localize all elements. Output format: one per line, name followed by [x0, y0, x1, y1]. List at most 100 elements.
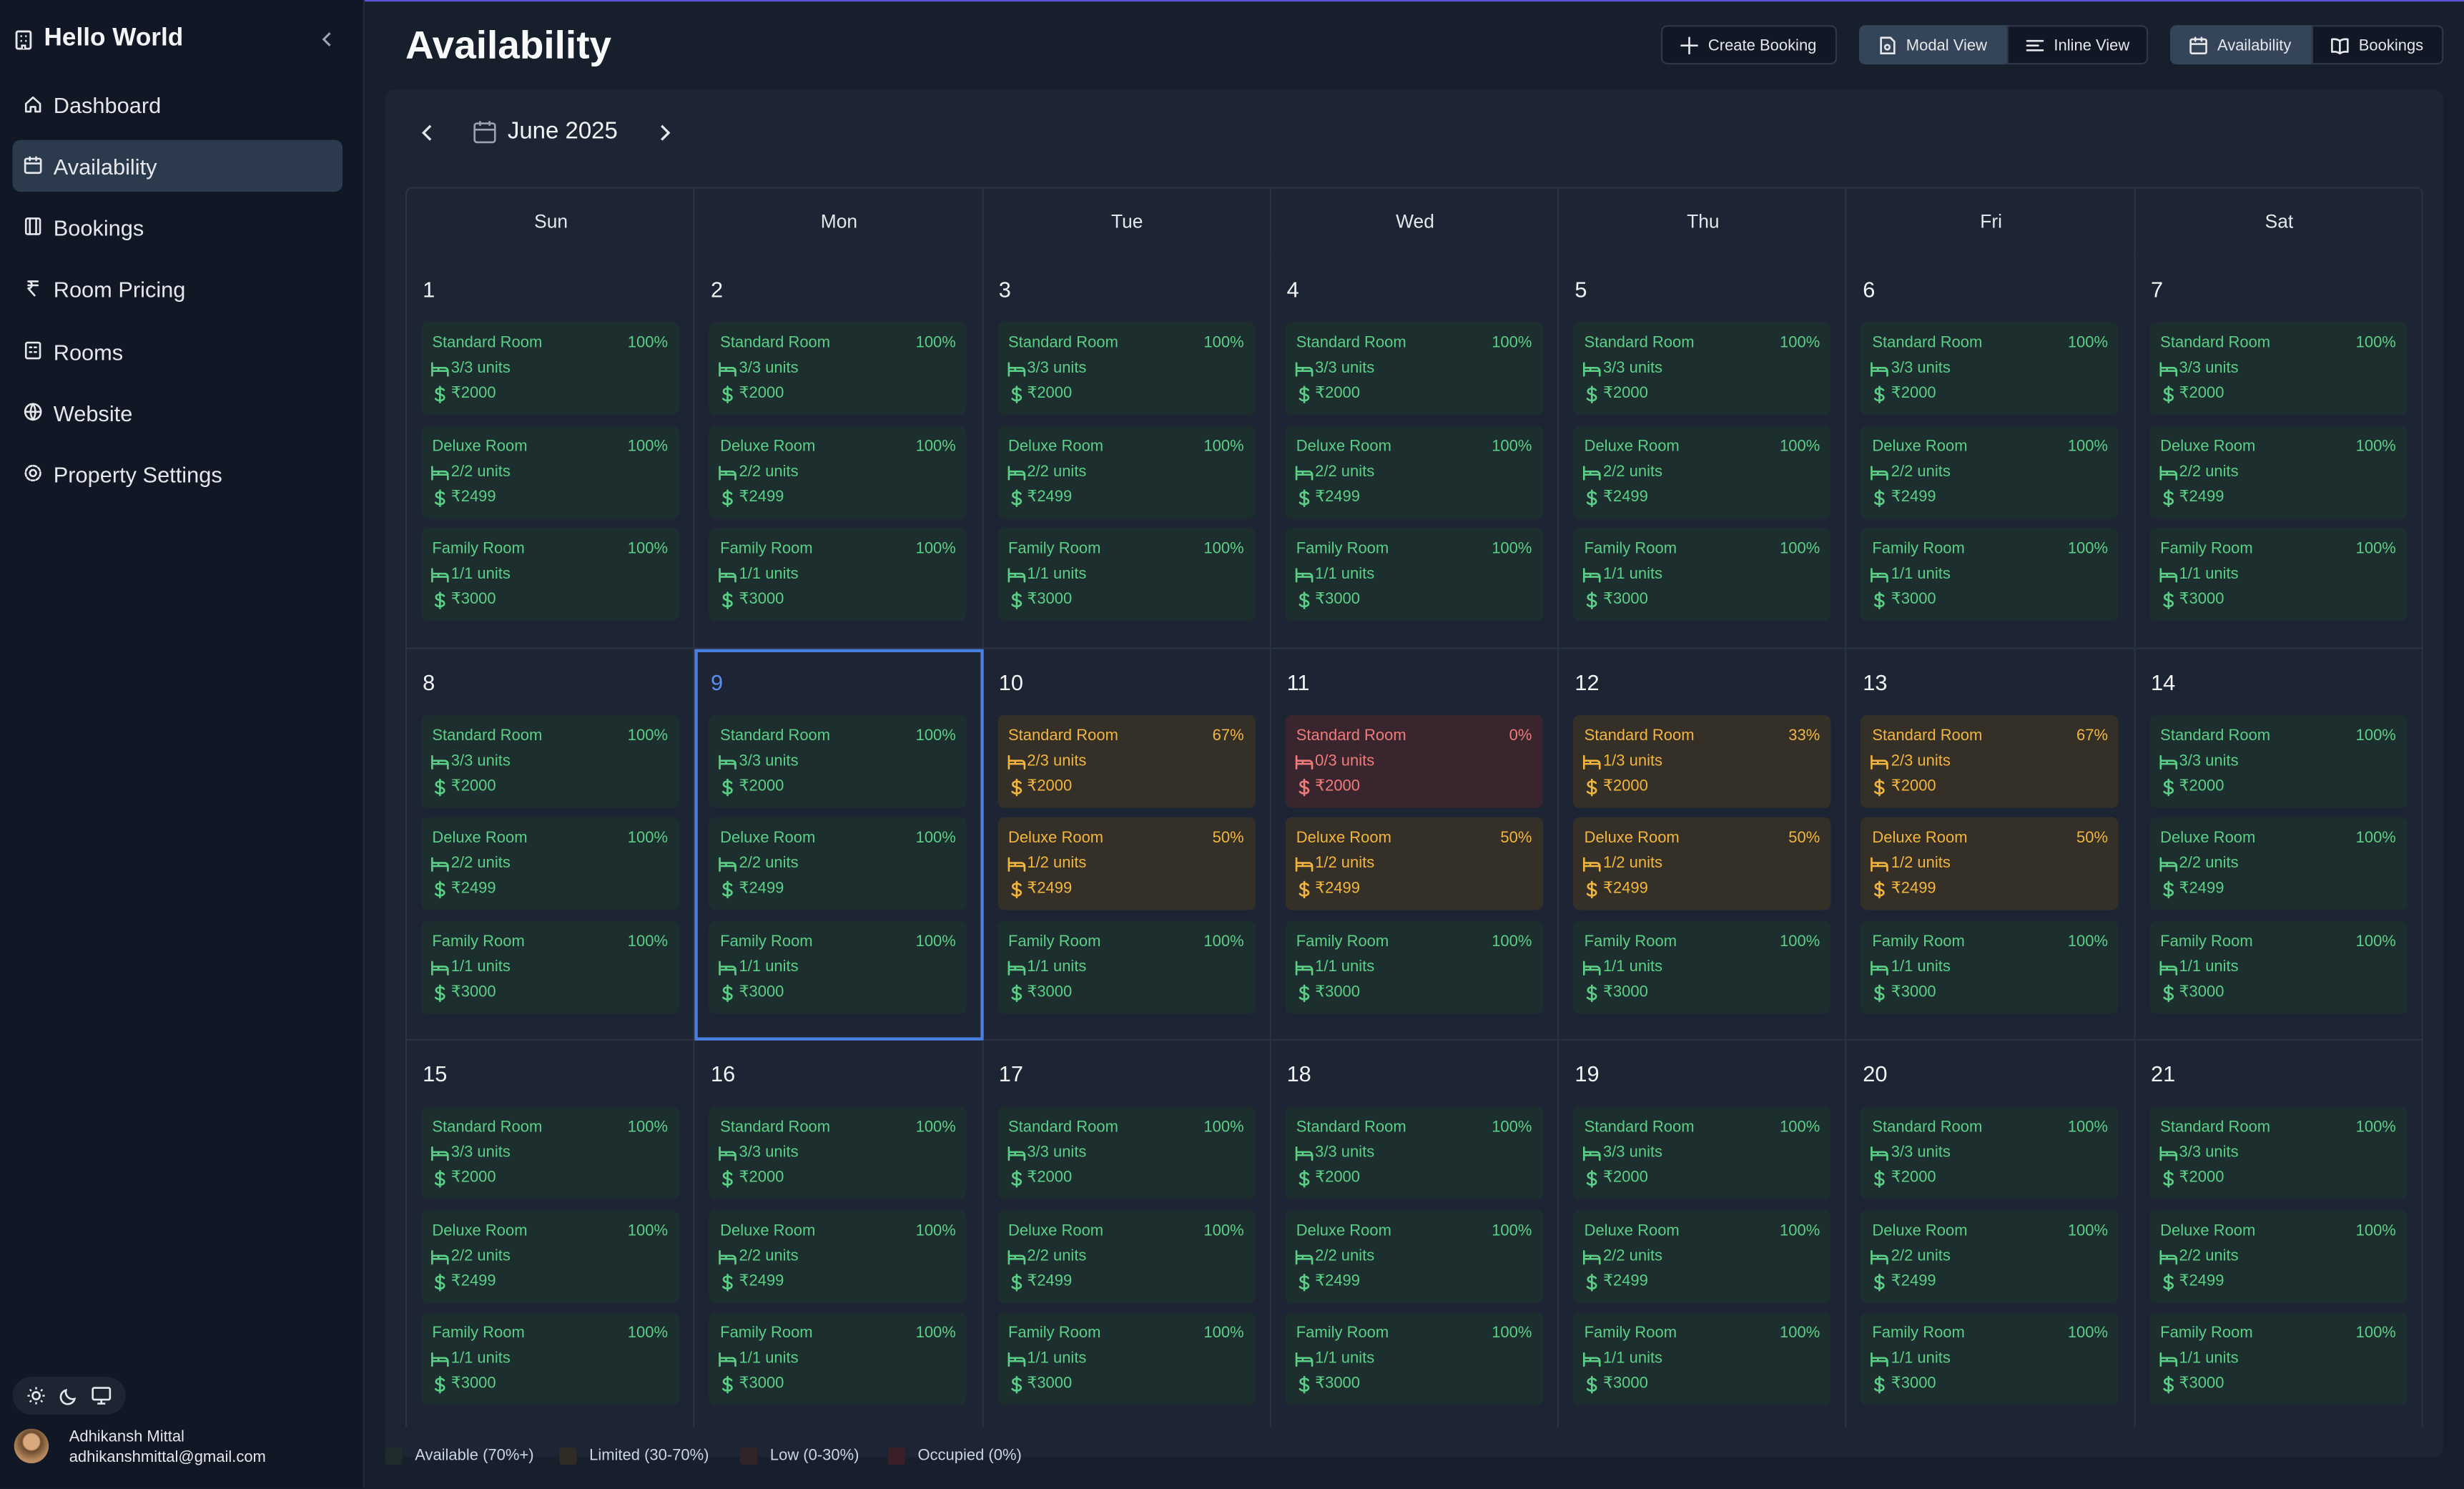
room-card[interactable]: Standard Room 100% 3/3 units ₹2000: [2149, 714, 2408, 807]
room-card[interactable]: Family Room 100% 1/1 units ₹3000: [1861, 920, 2119, 1013]
room-card[interactable]: Deluxe Room 100% 2/2 units ₹2499: [997, 1209, 1256, 1302]
room-card[interactable]: Deluxe Room 100% 2/2 units ₹2499: [709, 1209, 967, 1302]
day-cell[interactable]: 8 Standard Room 100% 3/3 units ₹2000 Deluxe R…: [407, 648, 696, 1041]
toolbar-button[interactable]: Modal View: [1858, 25, 2007, 65]
room-card[interactable]: Standard Room 100% 3/3 units ₹2000: [997, 1106, 1256, 1199]
toolbar-button[interactable]: Availability: [2170, 25, 2312, 65]
room-card[interactable]: Deluxe Room 100% 2/2 units ₹2499: [1861, 1209, 2119, 1302]
room-card[interactable]: Deluxe Room 100% 2/2 units ₹2499: [997, 425, 1256, 519]
room-card[interactable]: Family Room 100% 1/1 units ₹3000: [997, 528, 1256, 621]
room-card[interactable]: Deluxe Room 100% 2/2 units ₹2499: [2149, 425, 2408, 519]
room-card[interactable]: Standard Room 100% 3/3 units ₹2000: [1573, 1106, 1831, 1199]
room-card[interactable]: Deluxe Room 100% 2/2 units ₹2499: [1285, 1209, 1543, 1302]
room-card[interactable]: Family Room 100% 1/1 units ₹3000: [2149, 1312, 2408, 1405]
room-card[interactable]: Standard Room 100% 3/3 units ₹2000: [2149, 1106, 2408, 1199]
room-card[interactable]: Family Room 100% 1/1 units ₹3000: [997, 1312, 1256, 1405]
nav-item[interactable]: Availability: [12, 139, 343, 192]
day-cell[interactable]: 1 Standard Room 100% 3/3 units ₹2000 Deluxe R…: [407, 256, 696, 649]
day-cell[interactable]: 15 Standard Room 100% 3/3 units ₹2000 Deluxe …: [407, 1040, 696, 1427]
room-card[interactable]: Family Room 100% 1/1 units ₹3000: [420, 528, 679, 621]
room-card[interactable]: Family Room 100% 1/1 units ₹3000: [1573, 528, 1831, 621]
toolbar-button[interactable]: Create Booking: [1660, 25, 1838, 65]
room-card[interactable]: Family Room 100% 1/1 units ₹3000: [709, 920, 967, 1013]
room-card[interactable]: Standard Room 67% 2/3 units ₹2000: [997, 714, 1256, 807]
day-cell[interactable]: 13 Standard Room 67% 2/3 units ₹2000 Deluxe R…: [1847, 648, 2136, 1041]
nav-item[interactable]: Room Pricing: [13, 262, 343, 315]
day-cell[interactable]: 20 Standard Room 100% 3/3 units ₹2000 Deluxe …: [1847, 1040, 2136, 1427]
toolbar-button[interactable]: Bookings: [2311, 25, 2444, 65]
room-card[interactable]: Deluxe Room 100% 2/2 units ₹2499: [709, 425, 967, 519]
room-card[interactable]: Deluxe Room 100% 2/2 units ₹2499: [420, 1209, 679, 1302]
nav-item[interactable]: Rooms: [13, 325, 343, 378]
day-cell[interactable]: 12 Standard Room 33% 1/3 units ₹2000 Deluxe R…: [1559, 648, 1848, 1041]
next-month[interactable]: [657, 124, 673, 142]
day-cell[interactable]: 21 Standard Room 100% 3/3 units ₹2000 Deluxe …: [2135, 1040, 2423, 1427]
day-cell[interactable]: 7 Standard Room 100% 3/3 units ₹2000 Deluxe R…: [2135, 256, 2423, 649]
day-cell[interactable]: 19 Standard Room 100% 3/3 units ₹2000 Deluxe …: [1559, 1040, 1848, 1427]
room-card[interactable]: Standard Room 100% 3/3 units ₹2000: [1861, 1106, 2119, 1199]
room-card[interactable]: Standard Room 100% 3/3 units ₹2000: [2149, 322, 2408, 416]
day-cell[interactable]: 4 Standard Room 100% 3/3 units ₹2000 Deluxe R…: [1271, 256, 1559, 649]
day-cell[interactable]: 9 Standard Room 100% 3/3 units ₹2000 Deluxe R…: [695, 648, 983, 1041]
dark-theme[interactable]: [59, 1386, 79, 1405]
room-card[interactable]: Deluxe Room 100% 2/2 units ₹2499: [1573, 1209, 1831, 1302]
room-card[interactable]: Deluxe Room 100% 2/2 units ₹2499: [709, 817, 967, 910]
room-card[interactable]: Family Room 100% 1/1 units ₹3000: [1285, 920, 1543, 1013]
collapse-button[interactable]: [320, 31, 333, 47]
room-card[interactable]: Standard Room 33% 1/3 units ₹2000: [1573, 714, 1831, 807]
room-card[interactable]: Family Room 100% 1/1 units ₹3000: [1285, 1312, 1543, 1405]
room-card[interactable]: Family Room 100% 1/1 units ₹3000: [1861, 1312, 2119, 1405]
room-card[interactable]: Family Room 100% 1/1 units ₹3000: [709, 1312, 967, 1405]
day-cell[interactable]: 18 Standard Room 100% 3/3 units ₹2000 Deluxe …: [1271, 1040, 1559, 1427]
system-theme[interactable]: [91, 1386, 112, 1405]
room-card[interactable]: Deluxe Room 100% 2/2 units ₹2499: [2149, 817, 2408, 910]
room-card[interactable]: Family Room 100% 1/1 units ₹3000: [1573, 1312, 1831, 1405]
room-card[interactable]: Deluxe Room 100% 2/2 units ₹2499: [1285, 425, 1543, 519]
day-cell[interactable]: 14 Standard Room 100% 3/3 units ₹2000 Deluxe …: [2135, 648, 2423, 1041]
room-card[interactable]: Deluxe Room 50% 1/2 units ₹2499: [997, 817, 1256, 910]
room-card[interactable]: Standard Room 100% 3/3 units ₹2000: [420, 322, 679, 416]
day-cell[interactable]: 16 Standard Room 100% 3/3 units ₹2000 Deluxe …: [695, 1040, 983, 1427]
day-cell[interactable]: 10 Standard Room 67% 2/3 units ₹2000 Deluxe R…: [982, 648, 1271, 1041]
room-card[interactable]: Deluxe Room 100% 2/2 units ₹2499: [420, 425, 679, 519]
room-card[interactable]: Family Room 100% 1/1 units ₹3000: [1285, 528, 1543, 621]
nav-item[interactable]: Property Settings: [13, 448, 343, 500]
day-cell[interactable]: 17 Standard Room 100% 3/3 units ₹2000 Deluxe …: [983, 1040, 1271, 1427]
room-card[interactable]: Standard Room 0% 0/3 units ₹2000: [1285, 714, 1543, 807]
room-card[interactable]: Standard Room 100% 3/3 units ₹2000: [1573, 322, 1831, 416]
day-cell[interactable]: 5 Standard Room 100% 3/3 units ₹2000 Deluxe R…: [1559, 256, 1848, 649]
light-theme[interactable]: [26, 1386, 45, 1405]
room-card[interactable]: Standard Room 100% 3/3 units ₹2000: [709, 1106, 967, 1199]
room-card[interactable]: Family Room 100% 1/1 units ₹3000: [1573, 920, 1831, 1013]
room-card[interactable]: Deluxe Room 50% 1/2 units ₹2499: [1573, 817, 1831, 910]
room-card[interactable]: Standard Room 100% 3/3 units ₹2000: [709, 322, 967, 416]
room-card[interactable]: Standard Room 100% 3/3 units ₹2000: [420, 714, 679, 807]
room-card[interactable]: Deluxe Room 50% 1/2 units ₹2499: [1861, 817, 2119, 910]
user-avatar[interactable]: [14, 1428, 49, 1464]
nav-item[interactable]: Website: [13, 387, 343, 439]
nav-item[interactable]: Bookings: [13, 201, 343, 253]
room-card[interactable]: Family Room 100% 1/1 units ₹3000: [709, 528, 967, 621]
nav-item[interactable]: Dashboard: [13, 79, 343, 131]
room-card[interactable]: Standard Room 100% 3/3 units ₹2000: [1285, 322, 1543, 416]
room-card[interactable]: Standard Room 67% 2/3 units ₹2000: [1861, 714, 2119, 807]
prev-month[interactable]: [420, 124, 435, 142]
room-card[interactable]: Deluxe Room 100% 2/2 units ₹2499: [420, 817, 679, 910]
room-card[interactable]: Standard Room 100% 3/3 units ₹2000: [1861, 322, 2119, 416]
room-card[interactable]: Family Room 100% 1/1 units ₹3000: [1861, 528, 2119, 621]
room-card[interactable]: Family Room 100% 1/1 units ₹3000: [2149, 920, 2408, 1013]
room-card[interactable]: Deluxe Room 50% 1/2 units ₹2499: [1285, 817, 1543, 910]
room-card[interactable]: Standard Room 100% 3/3 units ₹2000: [1285, 1106, 1543, 1199]
room-card[interactable]: Deluxe Room 100% 2/2 units ₹2499: [1861, 425, 2119, 519]
room-card[interactable]: Standard Room 100% 3/3 units ₹2000: [709, 714, 967, 807]
room-card[interactable]: Deluxe Room 100% 2/2 units ₹2499: [1573, 425, 1831, 519]
room-card[interactable]: Deluxe Room 100% 2/2 units ₹2499: [2149, 1209, 2408, 1302]
room-card[interactable]: Standard Room 100% 3/3 units ₹2000: [997, 322, 1256, 416]
toolbar-button[interactable]: Inline View: [2006, 25, 2149, 65]
room-card[interactable]: Family Room 100% 1/1 units ₹3000: [420, 920, 679, 1013]
room-card[interactable]: Standard Room 100% 3/3 units ₹2000: [420, 1106, 679, 1199]
day-cell[interactable]: 11 Standard Room 0% 0/3 units ₹2000 Deluxe Ro…: [1271, 648, 1559, 1041]
day-cell[interactable]: 3 Standard Room 100% 3/3 units ₹2000 Deluxe R…: [982, 256, 1271, 649]
room-card[interactable]: Family Room 100% 1/1 units ₹3000: [2149, 528, 2408, 621]
room-card[interactable]: Family Room 100% 1/1 units ₹3000: [997, 920, 1256, 1013]
